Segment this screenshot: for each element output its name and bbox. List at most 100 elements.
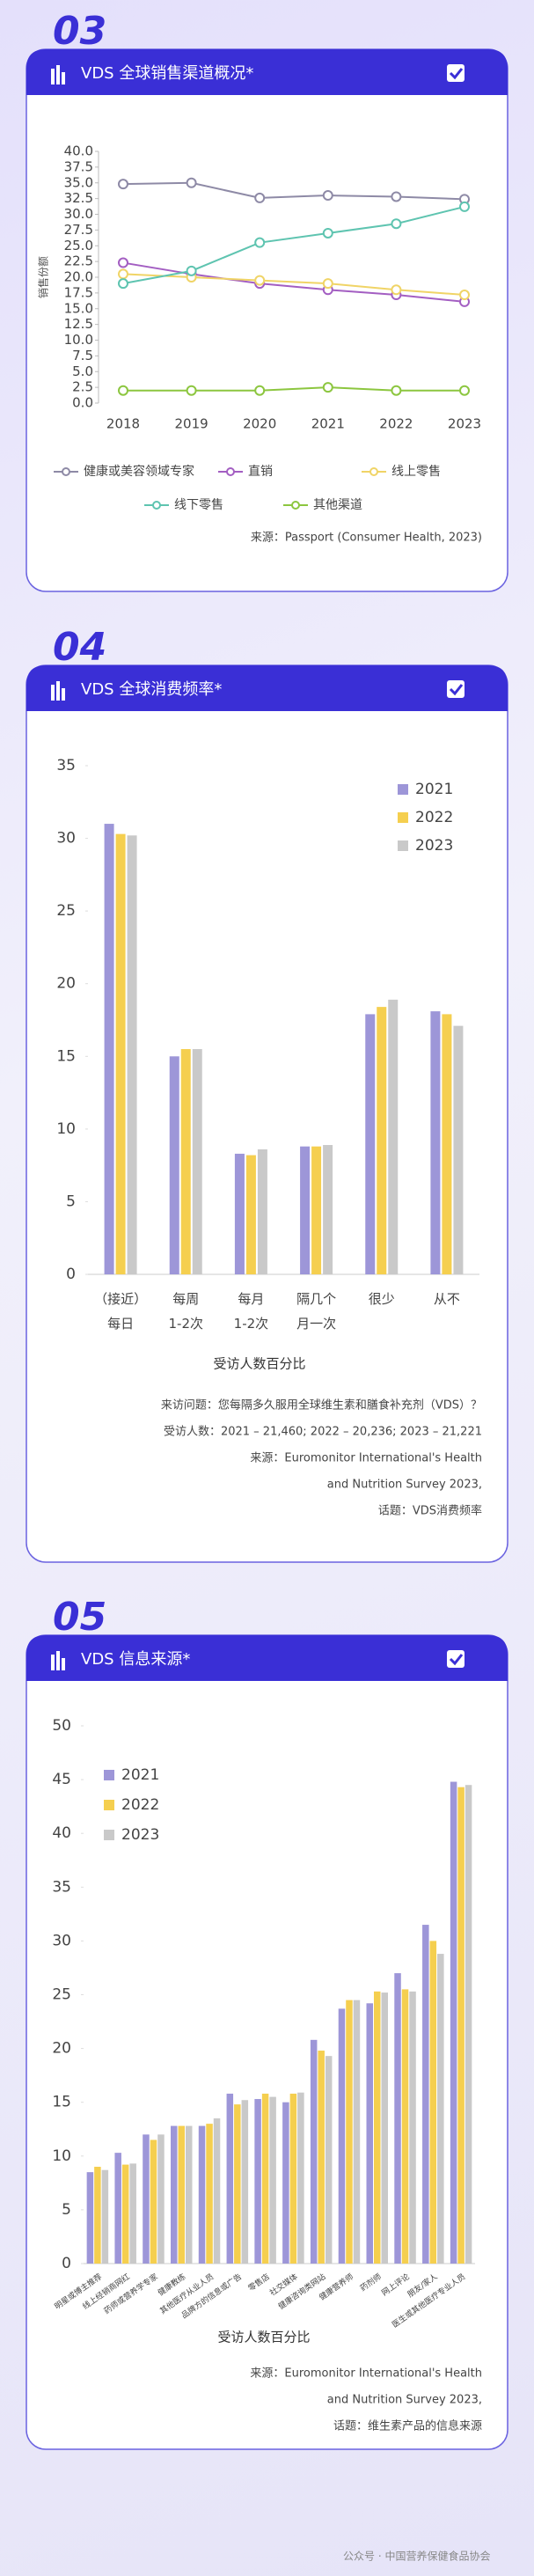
marker (459, 385, 470, 396)
chart-title: VDS 信息来源* (81, 1650, 190, 1669)
y-tick-label: 25 (52, 1986, 71, 2004)
header-icon (51, 685, 55, 701)
bar (241, 2100, 249, 2264)
legend-swatch (398, 784, 408, 795)
legend-label: 2021 (121, 1766, 159, 1784)
legend-label: 线上零售 (391, 465, 441, 479)
bar (234, 1153, 245, 1274)
y-tick-label: 10.0 (64, 332, 93, 348)
legend-label: 2022 (121, 1796, 159, 1814)
bar (442, 1014, 452, 1274)
note: 受访人数：2021 – 21,460; 2022 – 20,236; 2023 … (164, 1426, 482, 1439)
bar (323, 1145, 333, 1274)
legend-label: 2023 (121, 1826, 159, 1844)
card-header (26, 49, 508, 95)
y-tick-label: 25 (56, 902, 76, 920)
bar (269, 2096, 276, 2264)
y-tick-label: 40.0 (64, 143, 93, 159)
y-tick-label: 50 (52, 1717, 71, 1735)
bar (325, 2056, 333, 2264)
note: 来源：Passport (Consumer Health, 2023) (251, 532, 482, 545)
marker (391, 284, 402, 296)
bar (198, 2125, 206, 2264)
marker (186, 265, 197, 276)
y-tick-label: 22.5 (64, 253, 93, 269)
marker (391, 218, 402, 230)
y-tick-label: 35 (56, 757, 76, 774)
bar (226, 2093, 234, 2264)
bar (169, 1056, 179, 1274)
card-header (26, 665, 508, 711)
y-tick-label: 5 (66, 1193, 76, 1210)
marker (391, 385, 402, 396)
marker (322, 382, 333, 393)
x-tick-label: 2020 (243, 416, 276, 432)
x-axis-label: 受访人数百分比 (217, 2330, 310, 2345)
y-tick-label: 0 (62, 2255, 71, 2272)
x-tick-label: 2023 (448, 416, 481, 432)
legend-marker (369, 467, 378, 476)
bar (180, 1049, 191, 1274)
checkmark (449, 684, 464, 696)
y-tick-label: 15.0 (64, 300, 93, 316)
bar (121, 2164, 129, 2264)
y-tick-label: 25.0 (64, 238, 93, 253)
bar (101, 2169, 109, 2264)
bar (282, 2102, 289, 2264)
legend-label: 直销 (248, 464, 273, 479)
marker (391, 191, 402, 202)
bar (213, 2118, 221, 2264)
bar (115, 833, 126, 1274)
bar (157, 2134, 165, 2264)
card-header (26, 1635, 508, 1681)
checkbox (447, 64, 465, 82)
legend-marker (291, 501, 300, 510)
checkbox (447, 680, 465, 698)
bar (409, 1991, 416, 2264)
marker (459, 201, 470, 212)
bar (261, 2093, 269, 2264)
y-tick-label: 20 (52, 2040, 71, 2058)
footer: 公众号 · 中国营养保健食品协会 (343, 2550, 490, 2563)
note: 来源：Euromonitor International's Health (250, 1452, 482, 1465)
chart-title: VDS 全球销售渠道概况* (81, 64, 253, 83)
header-icon (62, 72, 65, 84)
bar (86, 2172, 94, 2264)
bar (365, 1014, 376, 1274)
header-icon (56, 681, 60, 701)
legend-marker (226, 467, 235, 476)
legend-label: 2023 (415, 837, 453, 855)
bar (310, 2039, 318, 2264)
y-tick-label: 20 (56, 975, 76, 993)
bar (245, 1155, 256, 1274)
x-tick-label: 2019 (175, 416, 208, 432)
bar (450, 1781, 457, 2264)
bar (401, 1989, 409, 2264)
y-tick-label: 45 (52, 1771, 71, 1788)
bar (94, 2167, 101, 2264)
y-tick-label: 17.5 (64, 284, 93, 300)
y-tick-label: 7.5 (72, 348, 93, 363)
y-tick-label: 10 (56, 1120, 76, 1138)
bar (437, 1954, 444, 2264)
header-icon (51, 1655, 55, 1670)
y-tick-label: 5 (62, 2201, 71, 2219)
marker (186, 177, 197, 188)
bar (346, 2000, 353, 2264)
checkbox (447, 1650, 465, 1668)
y-tick-label: 15 (56, 1047, 76, 1065)
bar (127, 835, 137, 1274)
y-tick-label: 32.5 (64, 190, 93, 206)
y-axis-label: 销售份额 (37, 256, 50, 298)
y-tick-label: 40 (52, 1824, 71, 1842)
legend-label: 2021 (415, 781, 453, 798)
bar (150, 2139, 157, 2264)
legend-label: 其他渠道 (313, 498, 362, 512)
x-tick-label: 每月 1-2次 (234, 1291, 269, 1332)
bar (129, 2163, 136, 2264)
y-tick-label: 30 (52, 1932, 71, 1949)
bar (318, 2051, 325, 2264)
header-icon (51, 69, 55, 84)
line (122, 273, 465, 297)
legend-label: 健康或美容领域专家 (84, 464, 194, 479)
